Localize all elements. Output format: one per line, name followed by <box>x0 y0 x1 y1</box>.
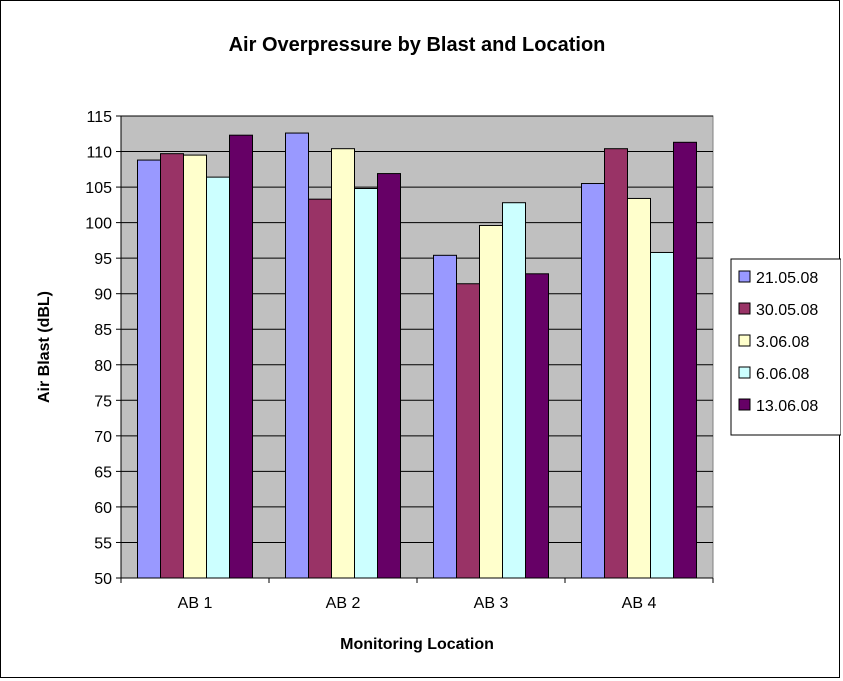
y-axis: 50 55 60 65 70 75 80 85 90 95 100 105 110 115 <box>85 109 122 588</box>
legend-label: 13.06.08 <box>756 398 818 415</box>
bar-ab2-30.05.08 <box>308 198 332 579</box>
y-tick-label: 60 <box>94 500 112 517</box>
bar-ab1-6.06.08 <box>206 176 230 579</box>
bar-ab3-3.06.08 <box>479 224 503 579</box>
y-tick-label: 75 <box>94 393 112 410</box>
bar-ab4-21.05.08 <box>581 183 605 579</box>
x-axis-title: Monitoring Location <box>340 636 494 653</box>
plot-area <box>120 115 714 579</box>
x-ticks: AB 1 AB 2 AB 3 AB 4 <box>120 578 714 612</box>
chart-title: Air Overpressure by Blast and Location <box>229 34 606 56</box>
x-axis: AB 1 AB 2 AB 3 AB 4 <box>120 577 714 612</box>
y-tick-label: 110 <box>86 145 112 162</box>
legend: 21.05.08 30.05.08 3.06.08 6.06.08 13.06.08 <box>730 258 841 436</box>
bar-ab2-21.05.08 <box>285 132 309 579</box>
bar-ab3-30.05.08 <box>456 283 480 579</box>
legend-label: 21.05.08 <box>756 270 818 287</box>
bar-ab1-21.05.08 <box>137 159 161 579</box>
y-tick-label: 85 <box>94 322 112 339</box>
bar-ab1-30.05.08 <box>160 153 184 579</box>
legend-items: 21.05.08 30.05.08 3.06.08 6.06.08 13.06.08 <box>738 270 818 415</box>
y-tick-label: 50 <box>94 571 112 588</box>
bar-ab2-13.06.08 <box>377 173 401 579</box>
y-tick-label: 55 <box>94 535 112 552</box>
legend-swatch <box>738 366 751 379</box>
bars <box>137 132 697 579</box>
bar-ab2-3.06.08 <box>331 148 355 579</box>
y-tick-label: 65 <box>94 464 112 481</box>
y-tick-label: 100 <box>85 216 112 233</box>
legend-label: 6.06.08 <box>756 366 809 383</box>
y-tick-label: 70 <box>94 429 112 446</box>
y-tick-label: 115 <box>86 109 112 126</box>
legend-swatch <box>738 270 751 283</box>
bar-ab4-30.05.08 <box>604 148 628 579</box>
legend-swatch <box>738 334 751 347</box>
bar-ab3-13.06.08 <box>525 273 549 579</box>
legend-label: 3.06.08 <box>756 334 809 351</box>
bar-ab2-6.06.08 <box>354 187 378 579</box>
x-tick-label: AB 1 <box>178 595 213 612</box>
y-tick-label: 90 <box>94 287 112 304</box>
bar-ab1-13.06.08 <box>229 134 253 579</box>
bar-ab4-3.06.08 <box>627 197 651 579</box>
y-tick-label: 105 <box>85 180 112 197</box>
y-tick-label: 80 <box>94 358 112 375</box>
bar-ab4-6.06.08 <box>650 251 674 579</box>
x-tick-label: AB 4 <box>622 595 657 612</box>
bar-ab3-21.05.08 <box>433 254 457 579</box>
x-tick-label: AB 2 <box>326 595 361 612</box>
bar-ab4-13.06.08 <box>673 141 697 579</box>
y-axis-title: Air Blast (dBL) <box>36 291 53 403</box>
bar-ab3-6.06.08 <box>502 202 526 579</box>
legend-swatch <box>738 398 751 411</box>
legend-swatch <box>738 302 751 315</box>
y-ticks: 50 55 60 65 70 75 80 85 90 95 100 105 110 115 <box>85 109 121 588</box>
x-tick-label: AB 3 <box>474 595 509 612</box>
legend-label: 30.05.08 <box>756 302 818 319</box>
bar-ab1-3.06.08 <box>183 154 207 579</box>
y-tick-label: 95 <box>94 251 112 268</box>
